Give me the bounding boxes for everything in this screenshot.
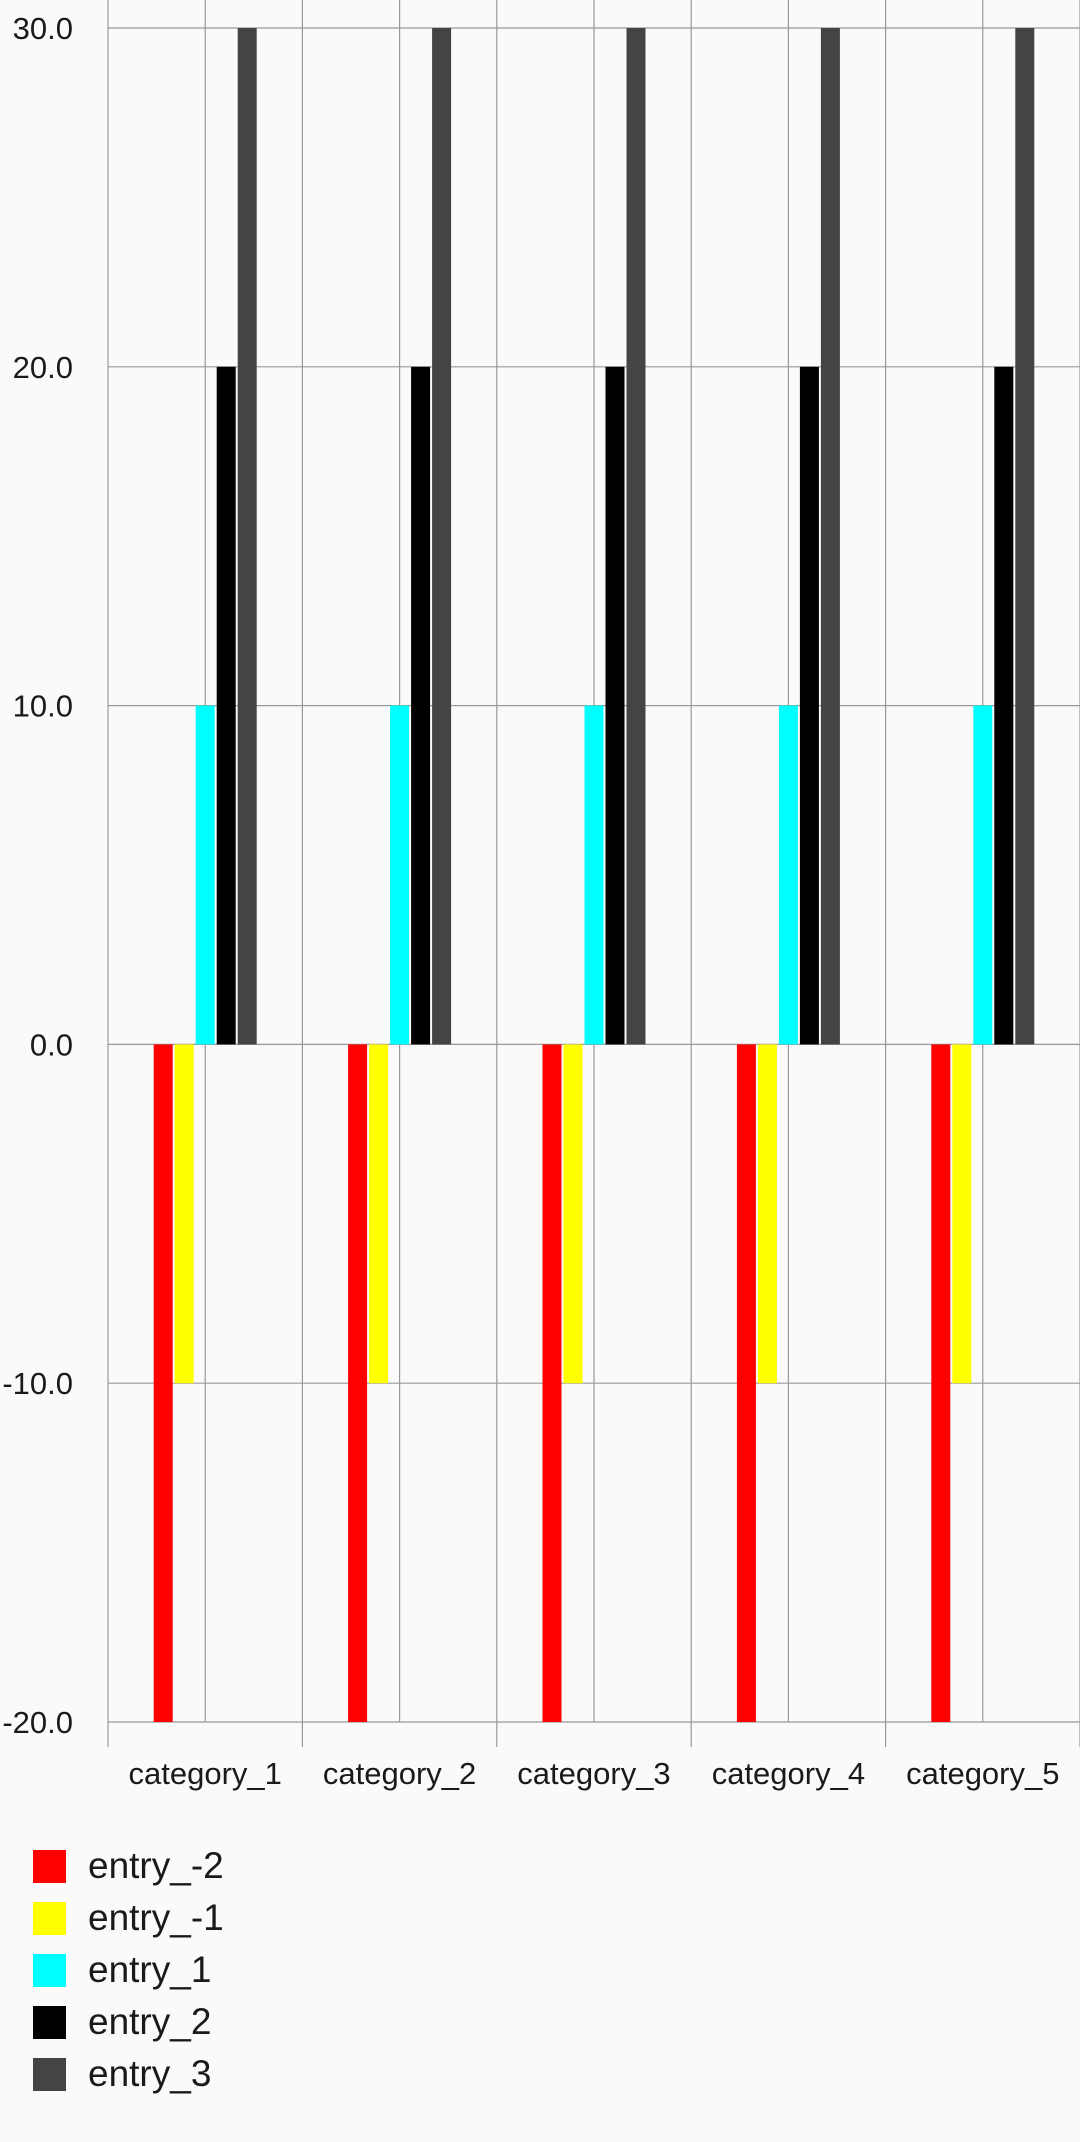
- legend-label: entry_2: [88, 2001, 212, 2042]
- legend-swatch: [33, 1849, 66, 1883]
- legend-swatch: [33, 1953, 66, 1987]
- bar-entry_1-category_1: [195, 705, 215, 1045]
- bar-entry_1-category_5: [973, 705, 993, 1045]
- y-tick-label: 0.0: [30, 1027, 73, 1062]
- bar-entry_2-category_1: [216, 366, 236, 1045]
- bar-entry_-2-category_5: [931, 1044, 951, 1722]
- bar-entry_-1-category_1: [174, 1044, 194, 1384]
- bar-entry_3-category_4: [820, 28, 840, 1045]
- bar-entry_-1-category_3: [563, 1044, 583, 1384]
- x-tick-label: category_5: [906, 1756, 1059, 1791]
- legend-swatch: [33, 1901, 66, 1935]
- y-tick-label: 10.0: [13, 689, 73, 724]
- x-tick-label: category_2: [323, 1756, 476, 1791]
- y-tick-label: -20.0: [2, 1705, 73, 1740]
- bar-entry_1-category_2: [390, 705, 410, 1045]
- bar-entry_3-category_2: [432, 28, 452, 1045]
- legend-label: entry_-1: [88, 1897, 224, 1938]
- legend-swatch: [33, 2057, 66, 2091]
- bar-entry_-1-category_5: [952, 1044, 972, 1384]
- bar-entry_2-category_5: [994, 366, 1014, 1045]
- x-tick-label: category_1: [129, 1756, 282, 1791]
- y-axis-ticks: -20.0 -10.0 0.0 10.0 20.0 30.0: [2, 11, 73, 1740]
- bar-entry_-2-category_3: [542, 1044, 562, 1722]
- legend-item: entry_2: [33, 1996, 224, 2048]
- bar-entry_2-category_3: [605, 366, 625, 1045]
- x-tick-label: category_3: [517, 1756, 670, 1791]
- legend-label: entry_1: [88, 1949, 212, 1990]
- y-tick-label: 30.0: [13, 11, 73, 46]
- y-tick-label: 20.0: [13, 350, 73, 385]
- bar-entry_-2-category_4: [736, 1044, 756, 1722]
- x-axis-ticks: category_1 category_2 category_3 category_4…: [129, 1756, 1060, 1791]
- bar-entry_3-category_3: [626, 28, 646, 1045]
- legend-item: entry_1: [33, 1944, 224, 1996]
- bars: [153, 28, 1035, 1722]
- bar-chart: -20.0-10.00.010.020.030.0 category_1 cate…: [2, 0, 1080, 1791]
- legend-label: entry_-2: [88, 1845, 224, 1886]
- bar-entry_-2-category_2: [348, 1044, 368, 1722]
- x-tick-label: category_4: [712, 1756, 865, 1791]
- bar-entry_1-category_3: [584, 705, 604, 1045]
- bar-entry_3-category_1: [237, 28, 257, 1045]
- bar-entry_1-category_4: [778, 705, 798, 1045]
- bar-entry_2-category_4: [799, 366, 819, 1045]
- legend-label: entry_3: [88, 2053, 212, 2094]
- y-tick-label: -10.0: [2, 1366, 73, 1401]
- bar-entry_-1-category_2: [369, 1044, 389, 1384]
- legend-item: entry_-1: [33, 1892, 224, 1944]
- bar-entry_-1-category_4: [757, 1044, 777, 1384]
- legend-item: entry_-2: [33, 1840, 224, 1892]
- legend: entry_-2 entry_-1 entry_1 entry_2 entry_3: [33, 1840, 224, 2100]
- bar-entry_-2-category_1: [153, 1044, 173, 1722]
- legend-item: entry_3: [33, 2048, 224, 2100]
- bar-entry_2-category_2: [411, 366, 431, 1045]
- bar-entry_3-category_5: [1015, 28, 1035, 1045]
- legend-swatch: [33, 2005, 66, 2039]
